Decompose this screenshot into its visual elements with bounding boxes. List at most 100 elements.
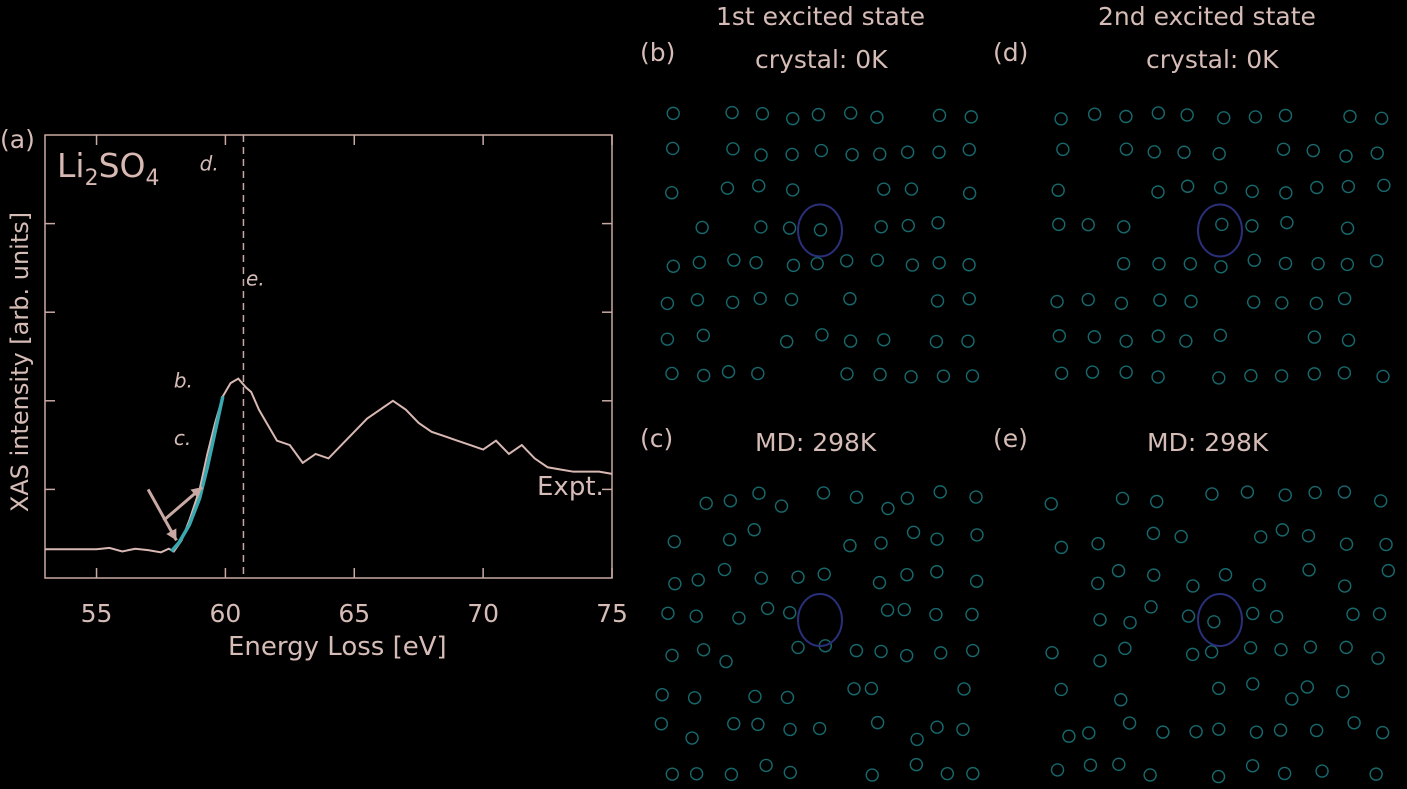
atom-circle bbox=[964, 110, 978, 124]
atom-circle bbox=[786, 258, 801, 273]
atom-circle bbox=[689, 767, 704, 781]
atom-circle bbox=[665, 366, 679, 381]
atom-circle bbox=[1341, 179, 1356, 194]
atom-circle bbox=[1252, 578, 1266, 592]
peak-marker-label: b. bbox=[174, 369, 193, 393]
atom-circle bbox=[1151, 106, 1166, 120]
atom-circle bbox=[1122, 716, 1137, 730]
atom-circle bbox=[1373, 494, 1388, 508]
atom-circle bbox=[785, 147, 799, 162]
atom-circle bbox=[873, 367, 887, 382]
atom-circle bbox=[1117, 220, 1131, 234]
atom-circle bbox=[725, 295, 740, 310]
atom-circle bbox=[1119, 365, 1133, 379]
atom-circle bbox=[1274, 642, 1288, 657]
atom-circle bbox=[1212, 147, 1226, 161]
atom-circle bbox=[691, 573, 705, 587]
atom-circle bbox=[1062, 729, 1076, 743]
atom-circle bbox=[1215, 217, 1229, 232]
atom-circle bbox=[874, 220, 888, 234]
expt-label: Expt. bbox=[537, 472, 604, 502]
arrow-head bbox=[190, 487, 203, 499]
atom-circle bbox=[870, 110, 884, 124]
atom-circle bbox=[1213, 328, 1228, 343]
atom-circle bbox=[1309, 723, 1324, 738]
atom-circle bbox=[1343, 109, 1357, 124]
atom-circle bbox=[1337, 291, 1352, 306]
atom-circle bbox=[791, 570, 805, 584]
atom-circle bbox=[747, 523, 761, 537]
atom-circle bbox=[665, 648, 679, 663]
atom-circle bbox=[1249, 725, 1264, 739]
atom-circle bbox=[965, 607, 979, 622]
peak-marker-label: d. bbox=[200, 151, 219, 175]
atom-circle bbox=[1246, 295, 1261, 309]
atom-circle bbox=[810, 256, 824, 271]
atom-circle bbox=[1050, 763, 1065, 777]
atom-circle bbox=[1341, 333, 1356, 347]
atom-circle bbox=[784, 292, 799, 307]
atom-circle bbox=[865, 768, 879, 782]
atom-circle bbox=[1212, 722, 1226, 736]
atom-circle bbox=[1339, 640, 1353, 655]
atom-circle bbox=[849, 490, 864, 504]
formula-part: Li bbox=[57, 146, 85, 185]
atom-circle bbox=[1338, 579, 1352, 593]
atom-circle bbox=[904, 370, 918, 384]
atom-circle bbox=[1091, 536, 1105, 551]
atom-circle bbox=[849, 643, 864, 658]
atom-circle bbox=[1372, 607, 1387, 621]
atom-circle bbox=[900, 145, 915, 159]
atom-circle bbox=[1273, 723, 1288, 737]
atom-circle bbox=[840, 367, 854, 381]
atom-circle bbox=[1246, 606, 1260, 621]
atom-circle bbox=[786, 111, 800, 126]
atom-circle bbox=[940, 766, 955, 781]
atom-circle bbox=[1081, 217, 1095, 232]
panel-d-structure-image bbox=[1050, 106, 1391, 385]
atom-circle bbox=[814, 143, 829, 158]
atom-circle bbox=[1147, 145, 1161, 159]
atom-circle bbox=[874, 536, 888, 550]
atom-circle bbox=[1151, 370, 1165, 384]
atom-circle bbox=[1306, 143, 1320, 158]
atom-circle bbox=[1054, 112, 1068, 126]
atom-circle bbox=[1307, 367, 1322, 381]
atom-circle bbox=[1240, 485, 1255, 499]
atom-circle bbox=[1151, 329, 1165, 343]
atom-circle bbox=[668, 577, 682, 591]
atom-circle bbox=[1119, 109, 1133, 124]
atom-circle bbox=[1044, 497, 1058, 511]
atom-circle bbox=[1377, 178, 1391, 193]
atom-circle bbox=[1146, 526, 1161, 541]
atom-circle bbox=[880, 603, 895, 617]
atom-circle bbox=[966, 643, 980, 658]
atom-circle bbox=[962, 258, 976, 272]
atom-circle bbox=[665, 186, 679, 200]
atom-circle bbox=[970, 528, 984, 542]
orbital-isosurface bbox=[1197, 203, 1243, 258]
atom-circle bbox=[1054, 540, 1069, 555]
atom-circle bbox=[877, 182, 891, 196]
atom-circle bbox=[1114, 296, 1129, 310]
atom-circle bbox=[1375, 725, 1390, 740]
atom-circle bbox=[909, 757, 924, 772]
atom-circle bbox=[1116, 257, 1131, 271]
atom-circle bbox=[962, 186, 977, 200]
plot-frame bbox=[44, 134, 613, 579]
atom-circle bbox=[1340, 257, 1355, 272]
atom-circle bbox=[1081, 292, 1095, 307]
atom-circle bbox=[748, 689, 762, 704]
atom-circle bbox=[665, 767, 680, 781]
atom-circle bbox=[780, 334, 794, 349]
atom-circle bbox=[817, 567, 831, 581]
simulated-spectrum-line bbox=[169, 395, 225, 553]
atom-circle bbox=[1093, 612, 1107, 627]
atom-circle bbox=[845, 147, 859, 162]
atom-circle bbox=[969, 574, 984, 588]
atom-circle bbox=[936, 369, 951, 383]
atom-circle bbox=[905, 258, 920, 272]
atom-circle bbox=[1151, 185, 1165, 199]
atom-circle bbox=[753, 291, 767, 306]
atom-circle bbox=[1054, 366, 1069, 380]
